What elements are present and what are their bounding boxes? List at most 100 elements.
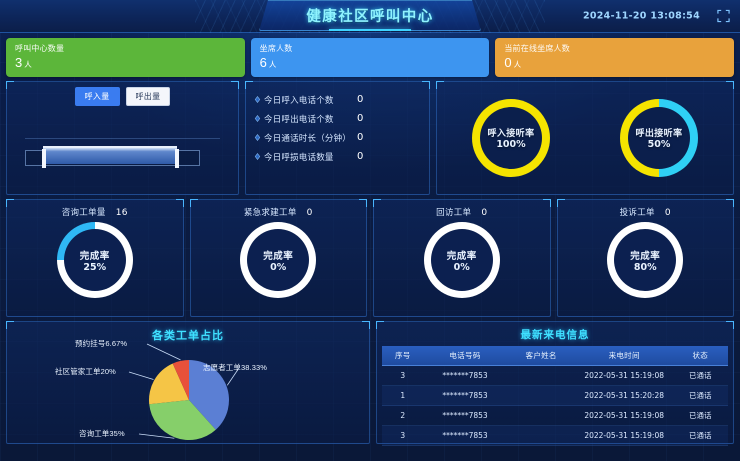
answer-rate-panel: 呼入接听率 100% 呼出接听率 50% [436,81,734,195]
stat-line: 今日呼损电话数量 0 [254,147,429,166]
chart-bar-fill [43,146,177,164]
kpi-card-call-centers: 呼叫中心数量 3 人 [6,38,245,77]
work-order-name: 回访工单 [436,207,472,217]
latest-calls-panel: 最新来电信息 序号 电话号码 客户姓名 来电时间 状态 3 *******7853 2022… [376,321,734,446]
work-order-header: 紧急求建工单 0 [244,206,313,218]
cell-status: 已通话 [672,365,728,386]
work-order-header: 投诉工单 0 [620,206,671,218]
call-volume-bar-chart [17,132,228,172]
pie-leader-line [146,343,181,361]
pie-leader-line [128,371,154,380]
chart-axis-line [25,138,220,139]
cell-phone: *******7853 [423,385,507,406]
kpi-card-online-agents: 当前在线坐席人数 0 人 [495,38,735,77]
work-order-card-complaint: 投诉工单 0 完成率 80% [556,199,734,317]
bottom-row: 各类工单占比 志愿者工单38.33% 咨询工单35% 社区管家工单20% 预约挂号6.… [0,317,740,449]
latest-calls-title: 最新来电信息 [520,329,590,341]
gauge-percentage: 50% [647,139,671,150]
stat-value: 0 [357,151,364,162]
completion-gauge: 完成率 25% [56,222,133,298]
tab-outbound-volume[interactable]: 呼出量 [125,87,171,106]
col-status: 状态 [672,346,728,366]
gauge-label: 呼出接听率 [635,128,683,138]
pie-slice[interactable] [149,400,216,440]
pie-slice[interactable] [172,360,189,400]
work-order-pie-panel: 各类工单占比 志愿者工单38.33% 咨询工单35% 社区管家工单20% 预约挂号6.… [6,321,370,444]
gauge-percentage: 80% [633,261,657,273]
table-row[interactable]: 2 *******7853 2022-05-31 15:19:08 已通话 [382,405,728,426]
pie-leader-line [138,433,175,439]
table-body: 3 *******7853 2022-05-31 15:19:08 已通话 1 *****… [382,365,728,446]
stat-line: 今日呼入电话个数 0 [254,90,429,109]
stat-label: 今日呼入电话个数 [264,94,334,105]
gauge-center: 完成率 25% [63,229,126,291]
call-volume-tabs: 呼入量 呼出量 [7,82,238,106]
stat-line: 今日呼出电话个数 0 [254,109,429,128]
gauge-center: 呼出接听率 50% [628,107,690,169]
pie-label-consultation: 咨询工单35% [79,429,125,438]
pie-slice[interactable] [149,363,189,405]
work-order-header: 回访工单 0 [436,206,487,218]
cell-index: 1 [382,385,424,406]
kpi-unit: 人 [24,59,32,69]
call-volume-panel: 呼入量 呼出量 [6,81,239,195]
diamond-bullet-icon [254,153,261,160]
pie-label-community-steward: 社区管家工单20% [55,367,116,376]
work-order-name: 咨询工单量 [61,207,106,217]
title-plate: 健康社区呼叫中心 [259,0,481,31]
cell-status: 已通话 [672,405,728,426]
cell-phone: *******7853 [423,365,507,386]
cell-time: 2022-05-31 15:19:08 [575,365,673,386]
cell-phone: *******7853 [423,405,507,426]
latest-calls-table: 序号 电话号码 客户姓名 来电时间 状态 3 *******7853 2022-05-31 … [382,346,728,446]
table-row[interactable]: 1 *******7853 2022-05-31 15:20:28 已通话 [382,385,728,406]
tab-inbound-volume[interactable]: 呼入量 [74,87,120,106]
inbound-answer-rate-gauge: 呼入接听率 100% [472,99,550,177]
diamond-bullet-icon [254,115,261,122]
pie-chart-title: 各类工单占比 [152,330,224,342]
cell-customer [506,425,576,446]
cell-status: 已通话 [672,425,728,446]
fullscreen-icon[interactable] [717,9,730,23]
col-customer: 客户姓名 [506,346,576,366]
cell-customer [506,385,576,406]
gauge-percentage: 100% [496,139,526,150]
gauge-label: 完成率 [446,250,477,262]
gauge-percentage: 25% [83,261,107,273]
work-order-card-emergency: 紧急求建工单 0 完成率 0% [189,199,367,317]
gauge-label: 呼入接听率 [487,128,535,138]
stat-label: 今日呼出电话个数 [264,113,334,124]
kpi-label: 坐席人数 [259,44,293,54]
completion-gauge: 完成率 0% [240,222,317,298]
work-order-card-consultation: 咨询工单量 16 完成率 25% [6,199,184,317]
work-order-row: 咨询工单量 16 完成率 25% 紧急求建工单 0 完成率 0% 回访工单 0 完成率 0% 投诉工单 0… [0,195,740,317]
kpi-number: 3 [15,54,23,70]
table-header-row: 序号 电话号码 客户姓名 来电时间 状态 [382,346,728,366]
pie-chart-stage: 志愿者工单38.33% 咨询工单35% 社区管家工单20% 预约挂号6.67% [7,322,369,443]
table-row[interactable]: 3 *******7853 2022-05-31 15:19:08 已通话 [382,425,728,446]
app-header: 健康社区呼叫中心 2024-11-20 13:08:54 [0,0,740,33]
cell-time: 2022-05-31 15:20:28 [575,385,673,406]
pie-slice[interactable] [189,360,229,430]
page-title: 健康社区呼叫中心 [306,9,434,25]
col-phone: 电话号码 [423,346,507,366]
cell-phone: *******7853 [423,425,507,446]
today-stats-panel: 今日呼入电话个数 0 今日呼出电话个数 0 今日通话时长（分钟） 0 今日呼损电话数量 0 [245,81,430,195]
gauge-label: 完成率 [630,250,661,262]
gauge-center: 呼入接听率 100% [480,107,542,169]
work-order-card-followup: 回访工单 0 完成率 0% [373,199,551,317]
kpi-number: 0 [504,54,512,70]
work-order-count: 16 [115,208,128,218]
work-order-name: 投诉工单 [619,207,655,217]
work-order-count: 0 [481,208,488,218]
chart-bar-cap-right [175,149,179,168]
col-time: 来电时间 [575,346,673,366]
col-index: 序号 [382,346,424,366]
stat-line: 今日通话时长（分钟） 0 [254,128,429,147]
table-row[interactable]: 3 *******7853 2022-05-31 15:19:08 已通话 [382,365,728,386]
chart-bar-cap-left [42,149,46,168]
kpi-number: 6 [259,54,267,70]
